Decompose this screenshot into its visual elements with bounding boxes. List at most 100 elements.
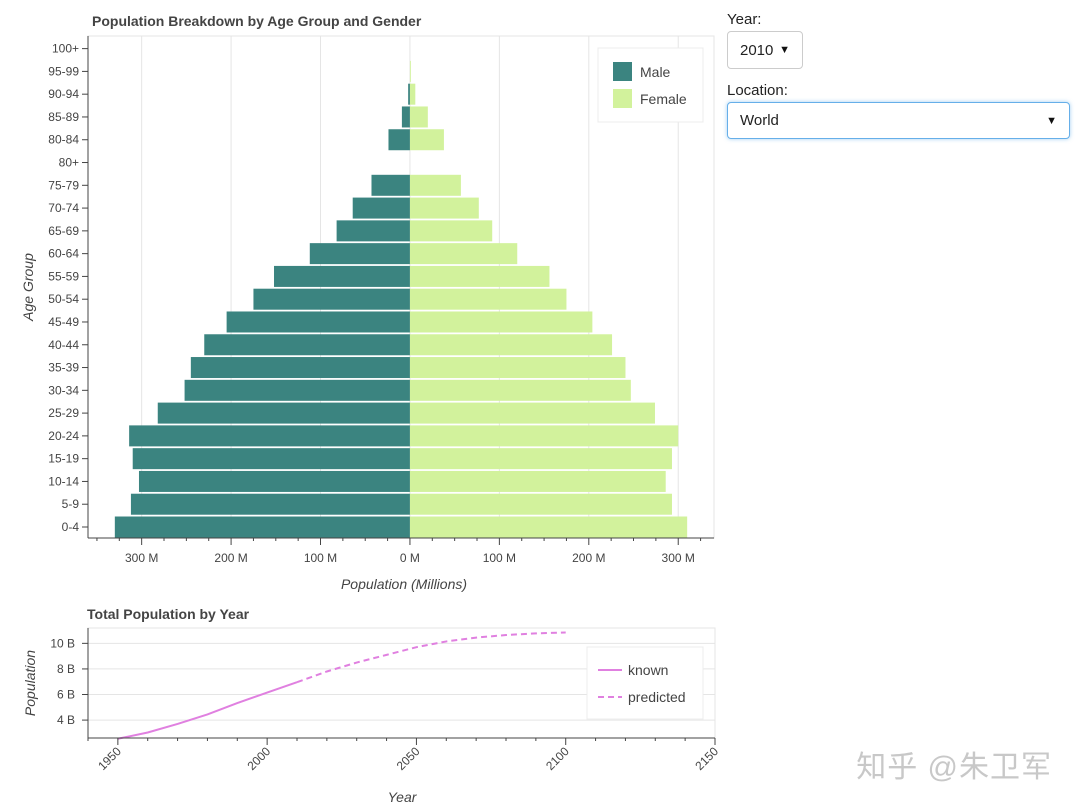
male-bar-35-39: [190, 357, 410, 379]
pyramid-y-axis-label: Age Group: [20, 253, 36, 322]
female-bar-85-89: [409, 106, 428, 128]
male-bar-90-94: [408, 83, 410, 105]
male-bar-5-9: [130, 493, 410, 515]
male-bar-80-84: [388, 129, 410, 151]
year-label: Year:: [727, 11, 762, 28]
pyramid-y-tick-label: 20-24: [48, 429, 79, 443]
pyramid-x-tick-label: 200 M: [214, 551, 247, 565]
male-bar-10-14: [138, 470, 410, 492]
female-bar-75-79: [409, 174, 461, 196]
male-bar-65-69: [336, 220, 410, 242]
pyramid-x-tick-label: 100 M: [304, 551, 337, 565]
male-bar-15-19: [132, 448, 410, 470]
pyramid-x-tick-label: 100 M: [483, 551, 516, 565]
female-bar-0-4: [409, 516, 688, 538]
female-bar-35-39: [409, 357, 626, 379]
location-select-value: World: [740, 112, 779, 129]
pyramid-legend: Male Female: [597, 47, 704, 123]
legend-known-label: known: [628, 662, 668, 678]
total-y-tick-label: 6 B: [57, 688, 75, 702]
pyramid-y-tick-label: 80-84: [48, 133, 79, 147]
male-bar-30-34: [184, 379, 410, 401]
pyramid-y-axis: 0-4 5-9 10-14 15-19 20-24 25-29 30-34 35-39 40-4…: [48, 36, 89, 538]
female-bar-95-99: [409, 60, 411, 82]
pyramid-legend-box: [597, 47, 704, 123]
male-bar-45-49: [226, 311, 410, 333]
total-y-axis: 4 B 6 B 8 B 10 B: [50, 628, 89, 738]
female-bar-55-59: [409, 265, 550, 287]
female-bar-80-84: [409, 129, 444, 151]
male-bar-40-44: [204, 334, 410, 356]
legend-predicted-label: predicted: [628, 689, 686, 705]
total-x-tick-label: 2050: [394, 744, 423, 773]
chevron-down-icon: ▼: [1046, 114, 1057, 127]
known-series-line: [117, 681, 298, 740]
population-pyramid-chart: Population Breakdown by Age Group and Ge…: [20, 13, 715, 592]
year-select[interactable]: 2010 ▼: [727, 31, 803, 69]
pyramid-y-tick-label: 45-49: [48, 315, 79, 329]
female-bar-10-14: [409, 470, 666, 492]
male-bar-0-4: [114, 516, 410, 538]
pyramid-y-tick-label: 75-79: [48, 178, 79, 192]
total-lines: [117, 631, 566, 740]
female-bar-65-69: [409, 220, 493, 242]
legend-female-label: Female: [640, 91, 687, 107]
year-select-value: 2010: [740, 41, 774, 59]
female-bar-60-64: [409, 243, 518, 265]
pyramid-x-axis: 300 M 200 M 100 M 0 M 100 M 200 M 300 M: [88, 537, 714, 565]
male-bar-50-54: [253, 288, 410, 310]
male-bar-75-79: [371, 174, 410, 196]
male-bar-70-74: [352, 197, 410, 219]
pyramid-x-tick-label: 300 M: [662, 551, 695, 565]
predicted-series-line: [296, 631, 566, 684]
legend-female-swatch: [613, 89, 632, 108]
total-title: Total Population by Year: [87, 606, 250, 622]
total-x-axis: 1950 2000 2050 2100 2150: [87, 737, 721, 773]
female-bar-20-24: [409, 425, 679, 447]
pyramid-y-tick-label: 95-99: [48, 64, 79, 78]
total-x-axis-label: Year: [388, 789, 418, 805]
female-bar-25-29: [409, 402, 655, 424]
pyramid-x-tick-label: 300 M: [125, 551, 158, 565]
pyramid-x-tick-label: 200 M: [572, 551, 605, 565]
female-bar-40-44: [409, 334, 613, 356]
female-bar-70-74: [409, 197, 479, 219]
total-y-tick-label: 8 B: [57, 662, 75, 676]
pyramid-y-tick-label: 100+: [52, 42, 79, 56]
total-y-axis-label: Population: [22, 650, 38, 716]
pyramid-y-tick-label: 90-94: [48, 87, 79, 101]
watermark-text: 知乎 @朱卫军: [856, 751, 1052, 784]
total-x-tick-label: 2150: [692, 744, 721, 773]
pyramid-y-tick-label: 55-59: [48, 269, 79, 283]
pyramid-y-tick-label: 25-29: [48, 406, 79, 420]
female-bar-50-54: [409, 288, 567, 310]
total-x-tick-label: 2000: [244, 744, 273, 773]
chevron-down-icon: ▼: [779, 44, 790, 56]
female-bar-30-34: [409, 379, 631, 401]
legend-male-label: Male: [640, 64, 671, 80]
pyramid-y-tick-label: 0-4: [62, 520, 80, 534]
total-y-tick-label: 4 B: [57, 713, 75, 727]
pyramid-y-tick-label: 65-69: [48, 224, 79, 238]
pyramid-y-tick-label: 50-54: [48, 292, 79, 306]
pyramid-y-tick-label: 35-39: [48, 361, 79, 375]
female-bar-90-94: [409, 83, 416, 105]
total-x-tick-label: 2100: [543, 744, 572, 773]
pyramid-bars: [114, 60, 688, 538]
pyramid-y-tick-label: 40-44: [48, 338, 79, 352]
male-bar-85-89: [401, 106, 410, 128]
pyramid-y-tick-label: 15-19: [48, 452, 79, 466]
pyramid-y-tick-label: 5-9: [62, 497, 80, 511]
male-bar-60-64: [309, 243, 410, 265]
location-select[interactable]: World ▼: [727, 102, 1070, 139]
pyramid-y-tick-label: 80+: [59, 156, 79, 170]
pyramid-y-tick-label: 30-34: [48, 383, 79, 397]
pyramid-y-tick-label: 70-74: [48, 201, 79, 215]
female-bar-15-19: [409, 448, 672, 470]
male-bar-20-24: [129, 425, 410, 447]
female-bar-5-9: [409, 493, 672, 515]
pyramid-x-axis-label: Population (Millions): [341, 576, 467, 592]
female-bar-45-49: [409, 311, 593, 333]
pyramid-y-tick-label: 10-14: [48, 474, 79, 488]
total-x-tick-label: 1950: [95, 744, 124, 773]
